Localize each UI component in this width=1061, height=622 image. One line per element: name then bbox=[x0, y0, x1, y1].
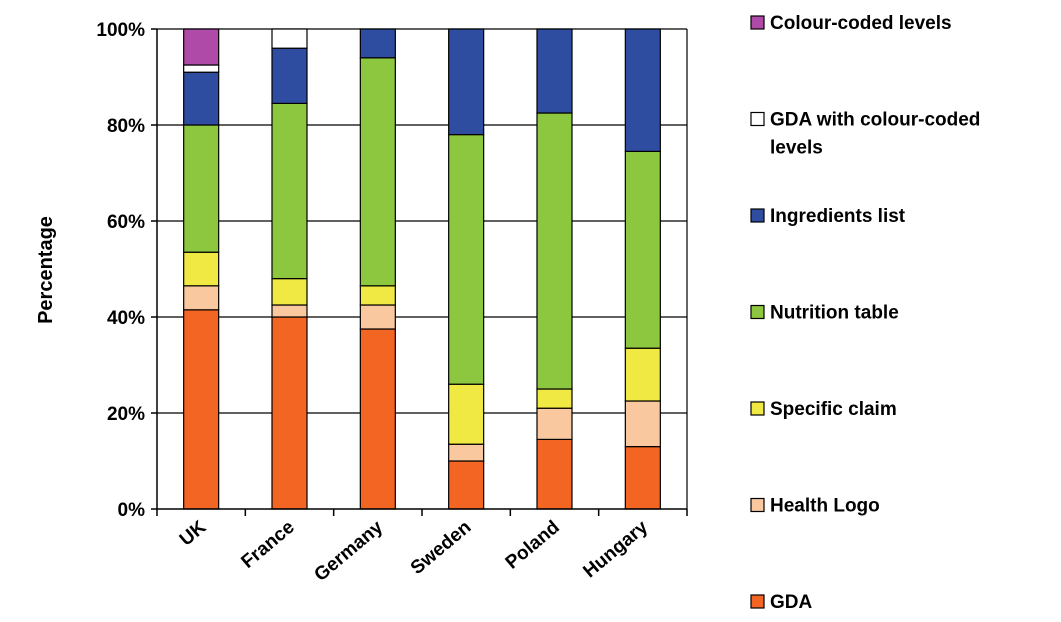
x-tick-label: Sweden bbox=[407, 517, 476, 579]
bar-segment bbox=[359, 304, 396, 330]
bar-segment bbox=[183, 64, 220, 73]
legend-label: GDA with colour-coded bbox=[770, 110, 980, 131]
bar-segment bbox=[536, 407, 573, 441]
legend-swatch bbox=[750, 497, 765, 513]
legend-label: Specific claim bbox=[770, 399, 897, 420]
y-tick-label: 60% bbox=[107, 212, 145, 233]
bar-segment bbox=[183, 285, 220, 311]
legend-swatch bbox=[750, 15, 765, 30]
bar-segment bbox=[183, 28, 220, 66]
bar-segment bbox=[359, 28, 396, 59]
bar-segment bbox=[624, 347, 661, 402]
y-tick-label: 0% bbox=[118, 500, 146, 521]
bar-segment bbox=[271, 47, 308, 105]
x-tick-label: UK bbox=[176, 517, 211, 551]
legend-label: levels bbox=[770, 138, 823, 159]
y-tick-label: 80% bbox=[107, 116, 145, 137]
x-tick-label: Poland bbox=[502, 517, 564, 574]
bar-segment bbox=[536, 438, 573, 510]
x-tick-labels: UK France Germany Sweden Poland Hungary bbox=[176, 516, 653, 585]
x-tick-label: Germany bbox=[310, 516, 387, 585]
x-tick-label: Hungary bbox=[580, 516, 653, 582]
bar-segment bbox=[448, 383, 485, 445]
legend-label: Colour-coded levels bbox=[770, 13, 952, 34]
gridlines bbox=[157, 28, 687, 414]
legend: Colour-coded levels GDA with colour-coded… bbox=[750, 13, 980, 613]
y-tick-label: 40% bbox=[107, 308, 145, 329]
bar-segment bbox=[271, 316, 308, 510]
bar-segment bbox=[271, 304, 308, 318]
bar-segment bbox=[271, 278, 308, 306]
bar-segment bbox=[624, 446, 661, 510]
legend-swatch bbox=[750, 594, 765, 609]
bar-segment bbox=[448, 460, 485, 510]
bar-segment bbox=[448, 134, 485, 385]
legend-swatch bbox=[750, 111, 765, 127]
bar-segment bbox=[624, 150, 661, 349]
bar-segment bbox=[448, 443, 485, 462]
bar-segment bbox=[536, 112, 573, 390]
bar-segment bbox=[359, 285, 396, 306]
y-tick-label: 20% bbox=[107, 404, 145, 425]
bar-segment bbox=[183, 71, 220, 126]
legend-label: Nutrition table bbox=[770, 303, 899, 324]
bar-segment bbox=[183, 309, 220, 510]
bars bbox=[183, 28, 661, 510]
bar-segment bbox=[536, 28, 573, 114]
axes bbox=[151, 28, 688, 516]
legend-label: Health Logo bbox=[770, 496, 880, 517]
legend-label: Ingredients list bbox=[770, 206, 906, 227]
x-tick-label: France bbox=[237, 517, 298, 573]
y-tick-label: 100% bbox=[96, 20, 145, 41]
legend-swatch bbox=[750, 304, 765, 320]
legend-label: GDA bbox=[770, 592, 813, 613]
bar-segment bbox=[271, 28, 308, 49]
bar-segment bbox=[359, 57, 396, 287]
legend-swatch bbox=[750, 401, 765, 416]
y-tick-labels: 0% 20% 40% 60% 80% 100% bbox=[96, 20, 145, 521]
bar-segment bbox=[271, 102, 308, 280]
legend-swatch bbox=[750, 208, 765, 223]
bar-segment bbox=[359, 328, 396, 510]
bar-segment bbox=[624, 28, 661, 153]
bar-segment bbox=[624, 400, 661, 448]
y-axis-title: Percentage bbox=[35, 216, 57, 324]
bar-segment bbox=[183, 251, 220, 287]
bar-segment bbox=[183, 124, 220, 253]
bar-segment bbox=[448, 28, 485, 136]
bar-segment bbox=[536, 388, 573, 409]
